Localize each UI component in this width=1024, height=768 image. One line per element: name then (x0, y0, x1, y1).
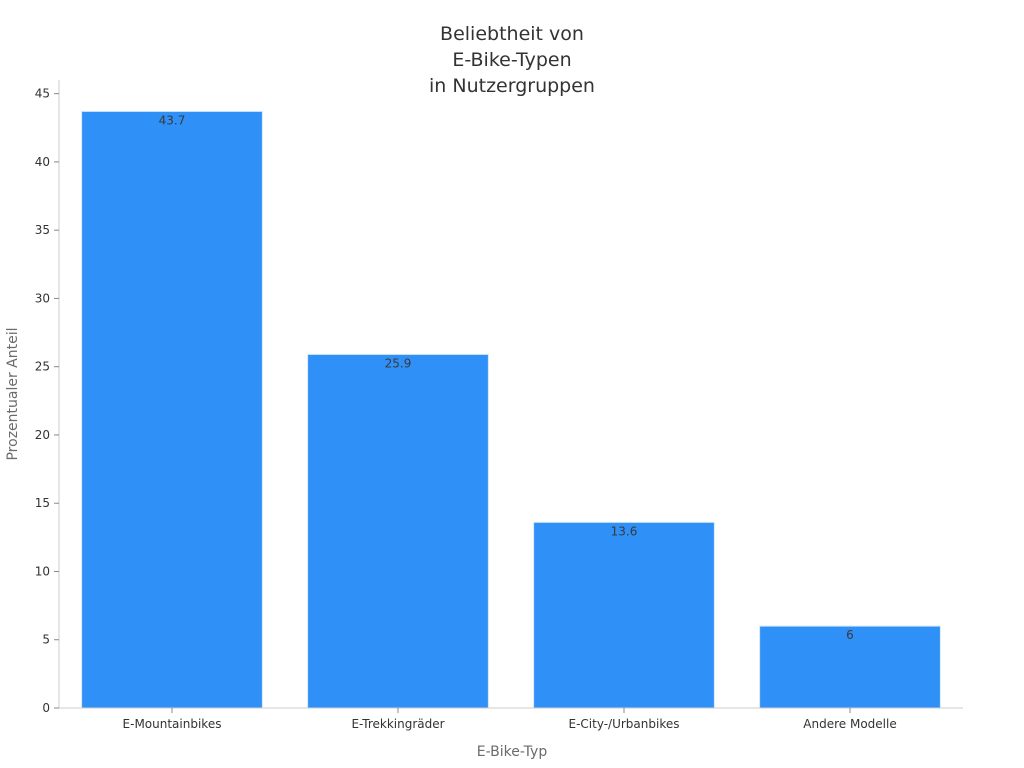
y-axis-ticks: 0 5 10 15 20 25 30 35 40 45 (35, 87, 59, 715)
x-axis-title: E-Bike-Typ (477, 744, 548, 760)
y-tick-label: 20 (35, 428, 50, 442)
y-tick-label: 35 (35, 223, 50, 237)
bar-4 (759, 625, 941, 709)
y-tick-label: 0 (42, 701, 50, 715)
y-tick-label: 25 (35, 360, 50, 374)
y-tick-label: 10 (35, 564, 50, 578)
bar-1 (81, 110, 263, 709)
chart-title-line-3: in Nutzergruppen (429, 75, 595, 97)
bar-2 (307, 353, 489, 709)
x-tick-label: Andere Modelle (803, 717, 896, 731)
y-tick-label: 45 (35, 87, 50, 101)
y-tick-label: 15 (35, 496, 50, 510)
y-axis-title: Prozentualer Anteil (5, 327, 21, 460)
x-tick-label: E-Mountainbikes (123, 717, 222, 731)
y-tick-label: 30 (35, 291, 50, 305)
x-axis-ticks: E-Mountainbikes E-Trekkingräder E-City-/Ur… (123, 708, 897, 731)
chart-title-line-1: Beliebtheit von (440, 23, 584, 45)
bar-data-label: 25.9 (385, 356, 412, 370)
y-tick-label: 40 (35, 155, 50, 169)
x-tick-label: E-City-/Urbanbikes (569, 717, 680, 731)
x-tick-label: E-Trekkingräder (351, 717, 444, 731)
bar-data-label: 43.7 (159, 113, 186, 127)
bar-3 (533, 521, 715, 709)
data-labels-group: 43.7 25.9 13.6 6 (159, 113, 854, 642)
bars-group (81, 110, 941, 709)
bar-data-label: 6 (846, 628, 854, 642)
y-tick-label: 5 (42, 633, 50, 647)
chart-title-line-2: E-Bike-Typen (452, 49, 571, 71)
bar-data-label: 13.6 (611, 524, 638, 538)
